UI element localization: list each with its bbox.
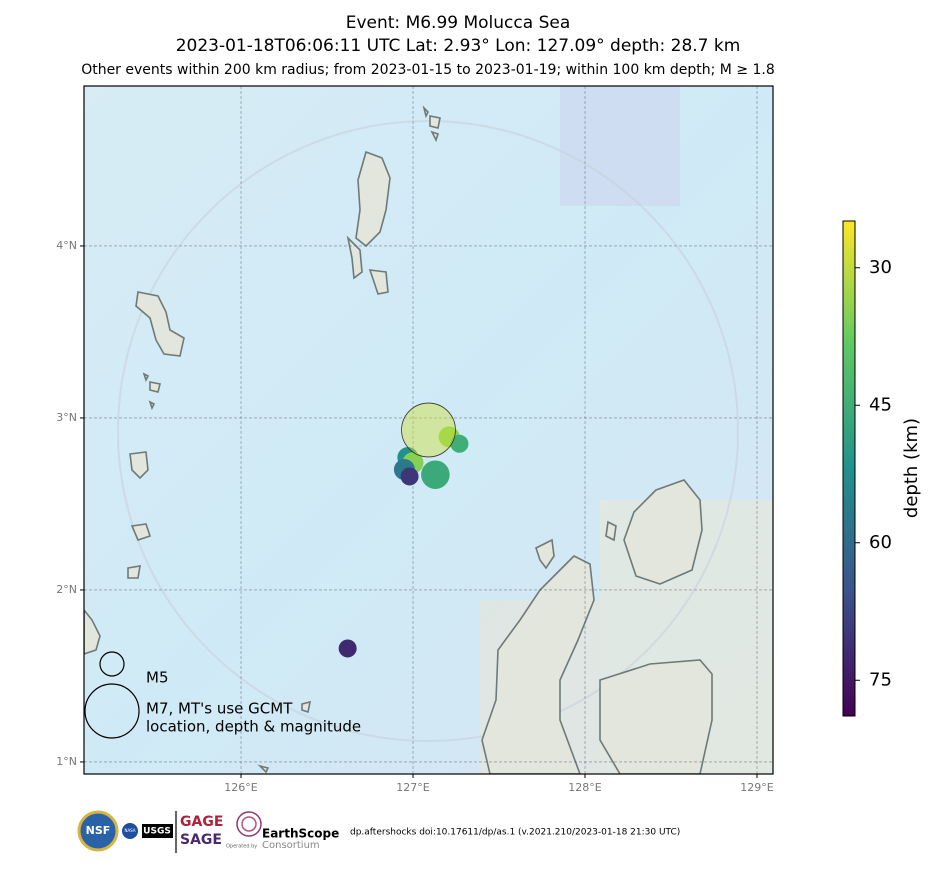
x-tick-label: 129°E [740,781,773,794]
y-tick-label: 3°N [56,411,77,424]
size-legend-circle [99,651,125,677]
footer: NSF NASA USGS GAGE SAGE EarthScope Conso… [77,810,680,853]
colorbar-tick-label: 45 [869,394,892,415]
x-tick-label: 127°E [396,781,429,794]
credit: dp.aftershocks doi:10.17611/dp/as.1 (v.2… [350,828,680,838]
y-tick-label: 1°N [56,755,77,768]
event [421,460,450,489]
sage-text: SAGE [180,832,222,848]
event [400,467,419,486]
nsf-text: NSF [86,824,111,837]
x-tick-label: 128°E [568,781,601,794]
earthscope-text: EarthScope [262,827,339,841]
nsf-logo [77,810,119,852]
y-tick-label: 2°N [56,583,77,596]
map-frame [83,85,774,775]
size-legend-label: M7, MT's use GCMT [146,700,293,718]
gage-text: GAGE [180,814,223,830]
colorbar-tick-label: 60 [869,532,892,553]
nasa-logo [122,823,138,839]
size-legend-label: location, depth & magnitude [146,718,361,736]
usgs-text: USGS [143,827,171,837]
x-tick-label: 126°E [224,781,257,794]
size-legend-label: M5 [146,669,169,687]
colorbar-tick-label: 75 [869,669,892,690]
y-tick-label: 4°N [56,239,77,252]
usgs-logo [142,824,173,838]
nasa-text: NASA [124,828,135,833]
colorbar-tick-label: 30 [869,257,892,278]
colorbar-label: depth (km) [901,418,922,518]
title: Event: M6.99 Molucca Sea [346,13,571,33]
colorbar [842,220,856,717]
operated-by: Operated by [226,844,257,850]
map-background [84,86,773,774]
subtitle: 2023-01-18T06:06:11 UTC Lat: 2.93° Lon: … [176,36,741,56]
event [450,434,469,453]
main-event [401,402,456,458]
consortium-text: Consortium [262,840,320,851]
coastlines [84,105,713,774]
note: Other events within 200 km radius; from … [81,62,775,78]
size-legend-circle [84,683,140,739]
event [338,639,357,658]
